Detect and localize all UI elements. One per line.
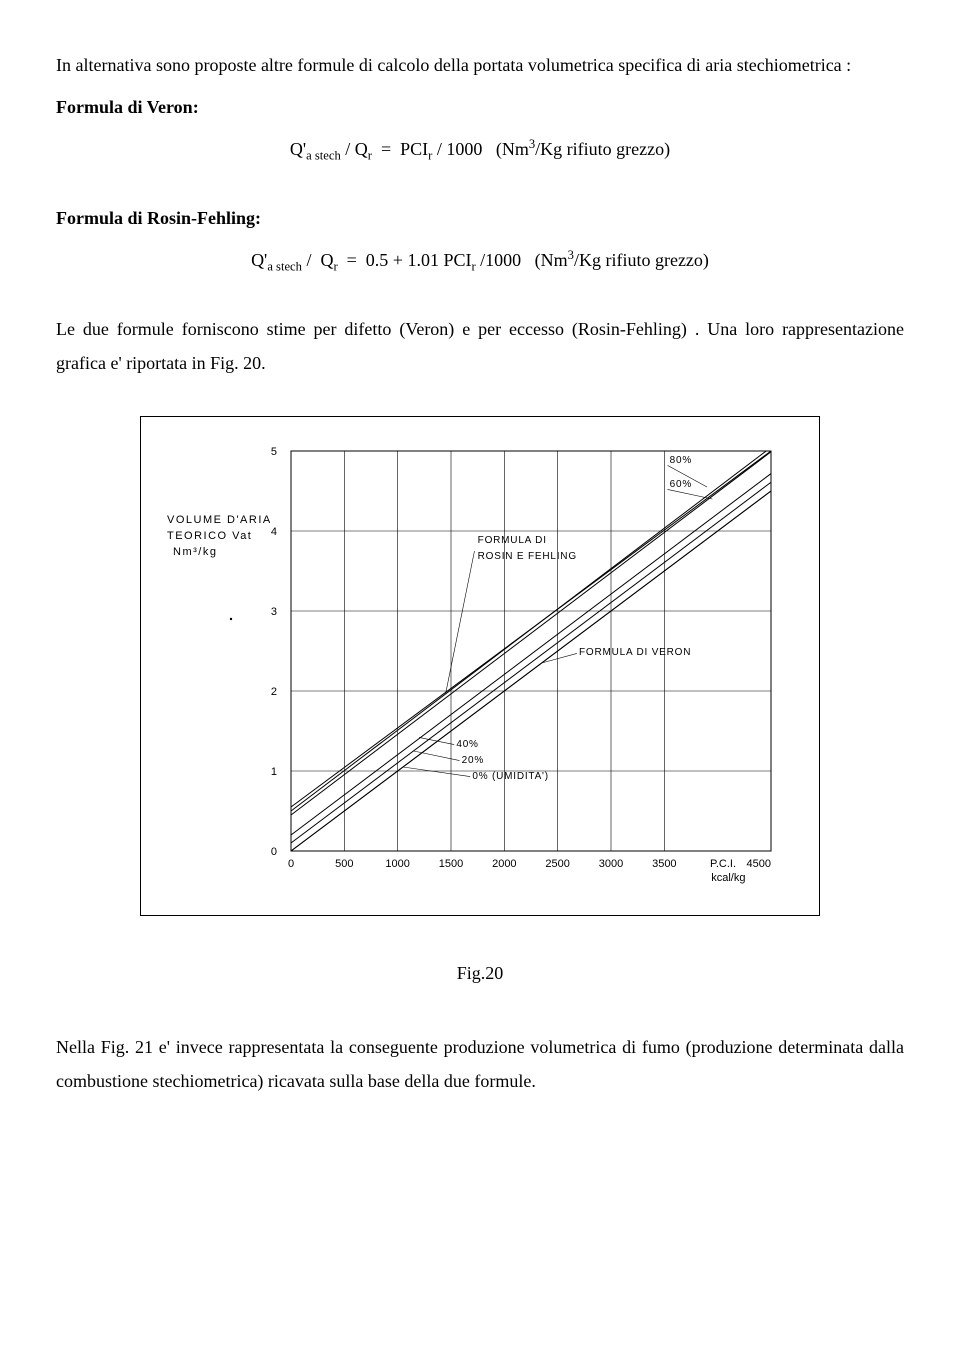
- svg-text:2: 2: [271, 686, 277, 698]
- svg-text:0% (UMIDITA'): 0% (UMIDITA'): [472, 771, 549, 782]
- svg-text:4500: 4500: [747, 858, 771, 870]
- svg-text:P.C.I.: P.C.I.: [710, 858, 736, 870]
- chart-svg: VOLUME D'ARIA TEORICO Vat Nm³/kg 0 1 2 3 4 5 0 500…: [151, 431, 809, 901]
- svg-text:FORMULA DI VERON: FORMULA DI VERON: [579, 647, 691, 658]
- closing-paragraph: Nella Fig. 21 e' invece rappresentata la…: [56, 1030, 904, 1098]
- svg-text:1500: 1500: [439, 858, 463, 870]
- svg-text:4: 4: [271, 526, 277, 538]
- chart-figure-20: VOLUME D'ARIA TEORICO Vat Nm³/kg 0 1 2 3 4 5 0 500…: [140, 416, 820, 916]
- svg-text:3: 3: [271, 606, 277, 618]
- intro-paragraph: In alternativa sono proposte altre formu…: [56, 48, 904, 82]
- svg-text:TEORICO Vat: TEORICO Vat: [167, 530, 252, 542]
- figure-caption: Fig.20: [56, 956, 904, 990]
- svg-text:VOLUME D'ARIA: VOLUME D'ARIA: [167, 514, 272, 526]
- svg-text:ROSIN E FEHLING: ROSIN E FEHLING: [478, 551, 577, 562]
- svg-text:60%: 60%: [670, 479, 692, 490]
- svg-text:2500: 2500: [545, 858, 569, 870]
- formula-veron-equation: Q'a stech / Qr = PCIr / 1000 (Nm3/Kg rif…: [56, 132, 904, 169]
- svg-text:Nm³/kg: Nm³/kg: [173, 546, 217, 558]
- svg-text:20%: 20%: [462, 755, 484, 766]
- svg-text:0: 0: [271, 846, 277, 858]
- formula-rosin-equation: Q'a stech / Qr = 0.5 + 1.01 PCIr /1000 (…: [56, 243, 904, 280]
- svg-text:0: 0: [288, 858, 294, 870]
- formula-rosin-title: Formula di Rosin-Fehling:: [56, 201, 904, 235]
- svg-text:FORMULA DI: FORMULA DI: [478, 535, 547, 546]
- svg-text:80%: 80%: [670, 455, 692, 466]
- mid-paragraph: Le due formule forniscono stime per dife…: [56, 312, 904, 380]
- svg-text:kcal/kg: kcal/kg: [711, 872, 745, 884]
- svg-text:2000: 2000: [492, 858, 516, 870]
- svg-text:40%: 40%: [456, 739, 478, 750]
- svg-text:3500: 3500: [652, 858, 676, 870]
- formula-veron-title: Formula di Veron:: [56, 90, 904, 124]
- svg-text:1000: 1000: [385, 858, 409, 870]
- svg-text:1: 1: [271, 766, 277, 778]
- svg-text:5: 5: [271, 446, 277, 458]
- svg-text:500: 500: [335, 858, 353, 870]
- svg-text:3000: 3000: [599, 858, 623, 870]
